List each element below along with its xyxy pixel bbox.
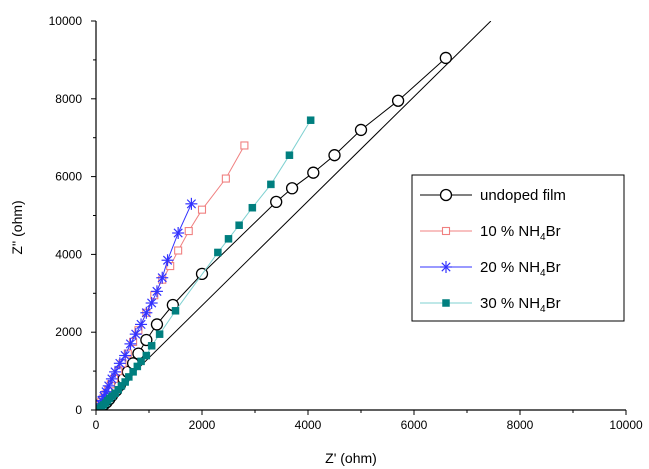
y-tick-label: 0 bbox=[75, 403, 82, 417]
series-3 bbox=[96, 116, 315, 410]
series-2-point bbox=[156, 271, 169, 284]
x-tick-label: 2000 bbox=[189, 418, 216, 432]
series-3-point bbox=[285, 151, 294, 159]
series-3-point bbox=[125, 373, 133, 381]
series-3-point bbox=[267, 180, 275, 189]
series-3-point bbox=[171, 307, 180, 315]
series-2-point bbox=[129, 328, 142, 341]
series-0-point bbox=[270, 195, 283, 209]
series-3-point bbox=[155, 330, 164, 338]
series-0-point bbox=[391, 94, 405, 107]
series-2-point bbox=[161, 254, 174, 267]
series-3-point bbox=[137, 357, 145, 366]
series-3-point bbox=[224, 235, 233, 243]
series-3-point bbox=[214, 248, 222, 257]
x-axis-title: Z' (ohm) bbox=[325, 450, 377, 466]
legend-marker bbox=[440, 261, 452, 273]
series-2-point bbox=[113, 357, 126, 370]
legend: undoped film 10 % NH4Br 20 % NH4Br 30 % NH4… bbox=[411, 174, 625, 322]
series-1-point bbox=[197, 205, 207, 214]
series-2-point bbox=[119, 349, 132, 362]
legend-marker bbox=[439, 188, 453, 202]
x-tick-label: 6000 bbox=[401, 418, 428, 432]
series-0-point bbox=[328, 149, 341, 162]
x-tick-label: 4000 bbox=[295, 418, 322, 432]
series-2 bbox=[96, 197, 198, 410]
axes: 0 2000 4000 6000 8000 10000 0 2000 4000 6000 8000 1… bbox=[49, 14, 643, 432]
legend-label: undoped film bbox=[480, 187, 566, 204]
legend-marker bbox=[442, 299, 450, 307]
y-tick-label: 10000 bbox=[49, 14, 83, 28]
series-2-point bbox=[124, 337, 137, 350]
data-layer bbox=[96, 21, 492, 410]
series-3-point bbox=[147, 342, 156, 350]
y-tick-label: 6000 bbox=[55, 170, 82, 184]
series-0-point bbox=[307, 166, 320, 179]
series-2-point bbox=[140, 306, 153, 319]
legend-label: 30 % NH4Br bbox=[480, 295, 561, 315]
series-3-point bbox=[142, 351, 151, 360]
series-3-point bbox=[248, 203, 257, 212]
series-2-point bbox=[185, 197, 198, 210]
legend-label: 10 % NH4Br bbox=[480, 223, 561, 243]
series-2-point bbox=[145, 297, 158, 310]
x-tick-label: 8000 bbox=[507, 418, 534, 432]
series-2-point bbox=[109, 365, 122, 378]
y-tick-label: 8000 bbox=[55, 92, 82, 106]
series-3-point bbox=[129, 368, 137, 376]
series-1-point bbox=[240, 141, 249, 150]
series-1-point bbox=[184, 227, 193, 236]
y-tick-label: 2000 bbox=[55, 325, 82, 339]
legend-label: 20 % NH4Br bbox=[480, 259, 561, 279]
series-3-point bbox=[306, 116, 315, 124]
series-2-point bbox=[172, 227, 185, 240]
series-0-fit-line bbox=[96, 21, 492, 410]
series-0-point bbox=[150, 318, 164, 331]
series-1 bbox=[96, 141, 249, 410]
series-1-point bbox=[221, 174, 230, 183]
series-1-point bbox=[174, 246, 183, 255]
x-tick-label: 10000 bbox=[609, 418, 643, 432]
y-tick-label: 4000 bbox=[55, 247, 82, 261]
series-0-point bbox=[354, 123, 368, 137]
y-axis-title: Z'' (ohm) bbox=[9, 200, 25, 254]
x-tick-label: 0 bbox=[93, 418, 100, 432]
series-2-point bbox=[150, 285, 163, 298]
series-3-point bbox=[235, 221, 243, 229]
series-0-point bbox=[439, 51, 452, 65]
series-0-point bbox=[132, 347, 145, 360]
series-0-point bbox=[285, 182, 299, 195]
legend-marker bbox=[441, 226, 451, 236]
series-2-point bbox=[135, 318, 148, 331]
